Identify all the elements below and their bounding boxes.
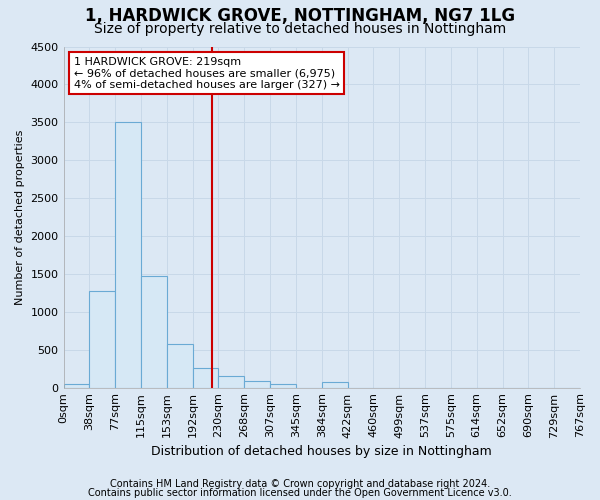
Bar [218, 376, 244, 388]
Bar [270, 384, 296, 388]
Bar [193, 368, 218, 388]
Text: Contains public sector information licensed under the Open Government Licence v3: Contains public sector information licen… [88, 488, 512, 498]
Bar [167, 344, 193, 388]
Text: Contains HM Land Registry data © Crown copyright and database right 2024.: Contains HM Land Registry data © Crown c… [110, 479, 490, 489]
Bar [89, 290, 115, 388]
X-axis label: Distribution of detached houses by size in Nottingham: Distribution of detached houses by size … [151, 444, 492, 458]
Bar [115, 122, 141, 388]
Text: Size of property relative to detached houses in Nottingham: Size of property relative to detached ho… [94, 22, 506, 36]
Y-axis label: Number of detached properties: Number of detached properties [15, 130, 25, 304]
Bar [141, 276, 167, 388]
Text: 1, HARDWICK GROVE, NOTTINGHAM, NG7 1LG: 1, HARDWICK GROVE, NOTTINGHAM, NG7 1LG [85, 8, 515, 26]
Bar [64, 384, 89, 388]
Text: 1 HARDWICK GROVE: 219sqm
← 96% of detached houses are smaller (6,975)
4% of semi: 1 HARDWICK GROVE: 219sqm ← 96% of detach… [74, 56, 340, 90]
Bar [244, 380, 270, 388]
Bar [322, 382, 347, 388]
